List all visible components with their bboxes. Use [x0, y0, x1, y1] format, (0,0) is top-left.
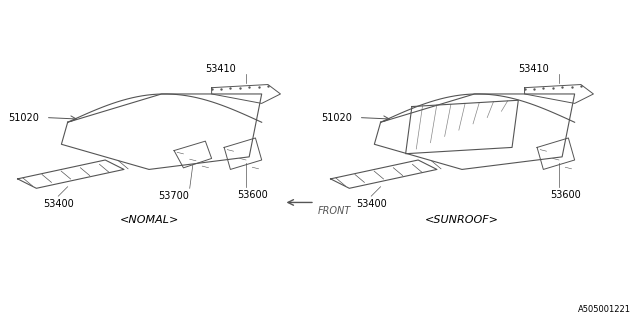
Text: 53400: 53400 — [356, 199, 387, 209]
Text: 53400: 53400 — [43, 199, 74, 209]
Text: A505001221: A505001221 — [578, 305, 631, 314]
Text: <NOMAL>: <NOMAL> — [119, 215, 179, 225]
Text: 51020: 51020 — [8, 113, 40, 123]
Text: 53600: 53600 — [237, 190, 268, 200]
Text: <SUNROOF>: <SUNROOF> — [425, 215, 499, 225]
Text: 53700: 53700 — [159, 191, 189, 202]
Text: 53410: 53410 — [518, 64, 549, 74]
Text: FRONT: FRONT — [318, 205, 351, 216]
Text: 53600: 53600 — [550, 190, 580, 200]
Text: 51020: 51020 — [321, 113, 353, 123]
Text: 53410: 53410 — [205, 64, 236, 74]
